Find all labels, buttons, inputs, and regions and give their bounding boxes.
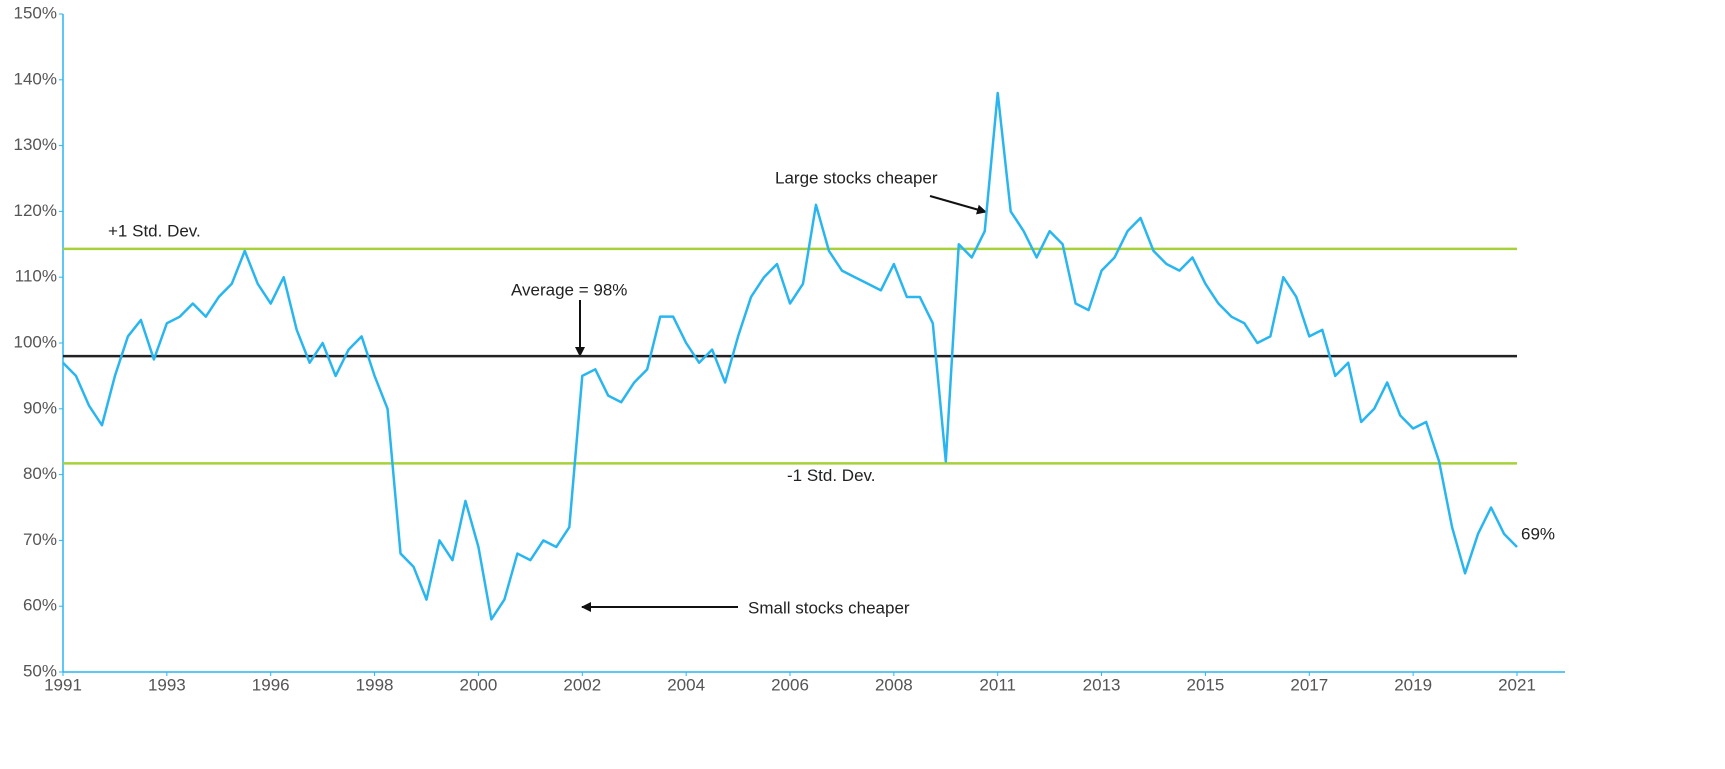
- x-tick-label: 1991: [44, 675, 82, 694]
- x-tick-label: 1996: [252, 675, 290, 694]
- x-tick-label: 2021: [1498, 675, 1536, 694]
- x-tick-label: 2002: [563, 675, 601, 694]
- annotation: Small stocks cheaper: [748, 598, 910, 617]
- x-tick-label: 1993: [148, 675, 186, 694]
- x-tick-label: 2004: [667, 675, 705, 694]
- x-tick-label: 2015: [1187, 675, 1225, 694]
- reference-label: Average = 98%: [511, 281, 627, 300]
- y-tick-label: 130%: [14, 135, 57, 154]
- x-tick-label: 2008: [875, 675, 913, 694]
- y-tick-label: 50%: [23, 661, 57, 680]
- y-tick-label: 110%: [15, 267, 57, 286]
- x-tick-label: 2013: [1083, 675, 1121, 694]
- y-tick-label: 70%: [23, 530, 57, 549]
- annotation: Large stocks cheaper: [775, 168, 938, 187]
- y-tick-label: 100%: [14, 332, 57, 351]
- reference-label: +1 Std. Dev.: [108, 221, 201, 240]
- y-tick-label: 60%: [23, 596, 57, 615]
- arrow: [929, 195, 987, 215]
- x-tick-label: 1998: [356, 675, 394, 694]
- y-tick-label: 150%: [14, 3, 57, 22]
- annotation: 69%: [1521, 524, 1555, 543]
- x-tick-label: 2019: [1394, 675, 1432, 694]
- x-tick-label: 2011: [979, 675, 1016, 694]
- x-tick-label: 2006: [771, 675, 809, 694]
- x-tick-label: 2000: [460, 675, 498, 694]
- y-tick-label: 90%: [23, 398, 57, 417]
- x-tick-label: 2017: [1290, 675, 1328, 694]
- y-tick-label: 120%: [14, 201, 57, 220]
- reference-label: -1 Std. Dev.: [787, 466, 876, 485]
- y-tick-label: 140%: [14, 69, 57, 88]
- y-tick-label: 80%: [23, 464, 57, 483]
- data-line: [62, 91, 1518, 621]
